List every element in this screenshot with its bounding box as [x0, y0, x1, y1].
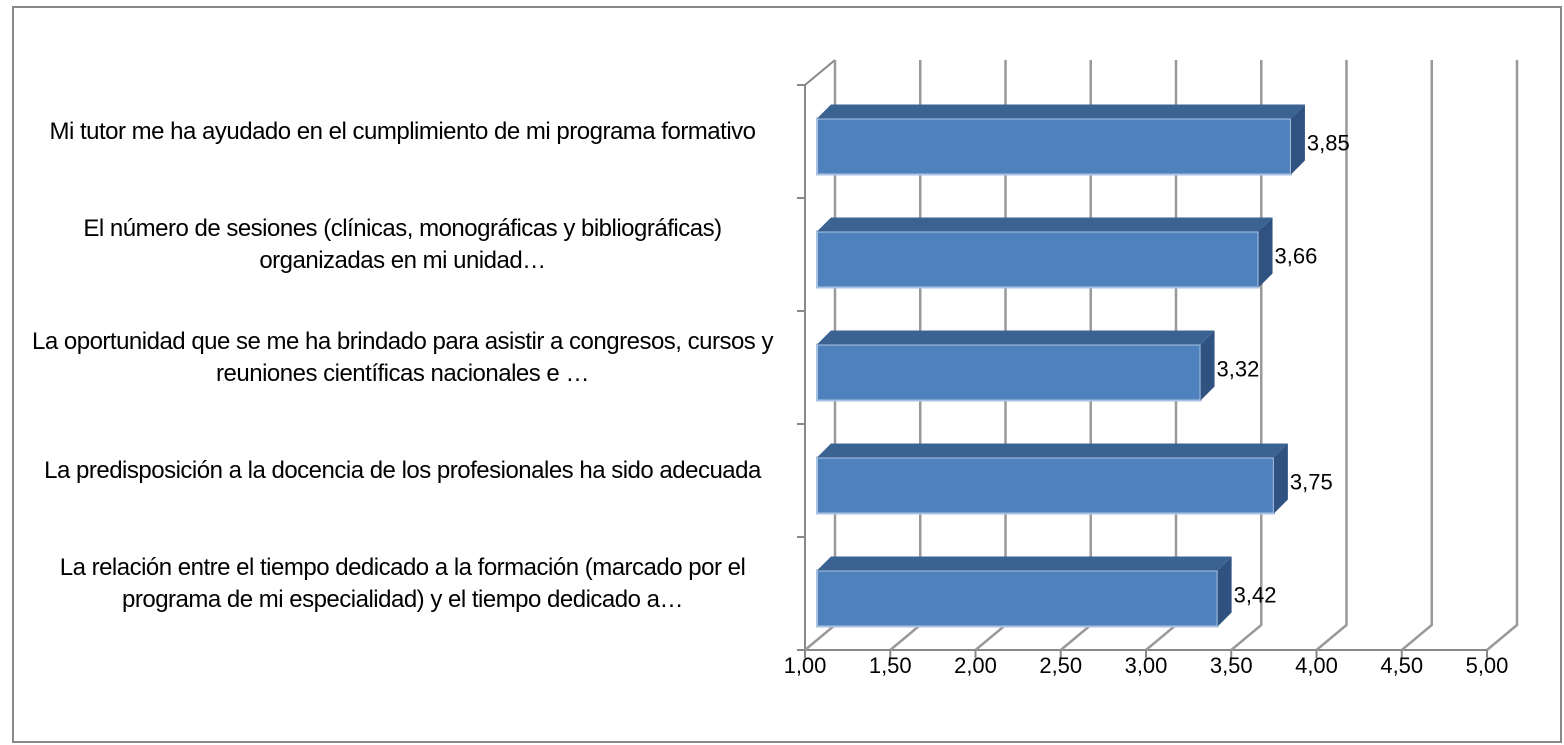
category-label: El número de sesiones (clínicas, monográ… — [83, 214, 722, 274]
bar-top — [817, 104, 1305, 119]
x-tick-label: 1,00 — [784, 653, 827, 678]
value-label: 3,42 — [1234, 582, 1277, 607]
x-tick-label: 1,50 — [869, 653, 912, 678]
bar-top — [817, 556, 1232, 571]
x-tick-label: 4,50 — [1380, 653, 1423, 678]
x-tick-label: 3,50 — [1210, 653, 1253, 678]
grid-line — [1315, 60, 1348, 651]
bar-side — [1258, 217, 1273, 288]
value-label: 3,66 — [1275, 243, 1318, 268]
category-label: La predisposición a la docencia de los p… — [44, 456, 761, 484]
bar — [816, 230, 1260, 289]
bar-side — [1217, 556, 1232, 627]
chart-frame — [12, 6, 1562, 743]
category-label: La oportunidad que se me ha brindado par… — [32, 327, 773, 387]
bar — [816, 117, 1292, 176]
category-label: La relación entre el tiempo dedicado a l… — [59, 553, 746, 613]
value-label: 3,75 — [1290, 469, 1333, 494]
category-label: Mi tutor me ha ayudado en el cumplimient… — [49, 117, 756, 145]
bar — [816, 456, 1275, 515]
x-tick-label: 4,00 — [1295, 653, 1338, 678]
bar — [816, 343, 1202, 402]
value-label: 3,85 — [1307, 130, 1350, 155]
bar-top — [817, 330, 1215, 345]
bar-side — [1273, 443, 1288, 514]
bar-top — [817, 443, 1288, 458]
bar — [816, 569, 1219, 628]
x-tick-label: 5,00 — [1466, 653, 1509, 678]
bar-side — [1290, 104, 1305, 175]
value-label: 3,32 — [1217, 356, 1260, 381]
bar-side — [1200, 330, 1215, 401]
grid-line — [1400, 60, 1433, 651]
x-tick-label: 2,50 — [1039, 653, 1082, 678]
x-tick-label: 2,00 — [954, 653, 997, 678]
grid-line — [1486, 60, 1519, 651]
bar-top — [817, 217, 1273, 232]
x-tick-label: 3,00 — [1125, 653, 1168, 678]
